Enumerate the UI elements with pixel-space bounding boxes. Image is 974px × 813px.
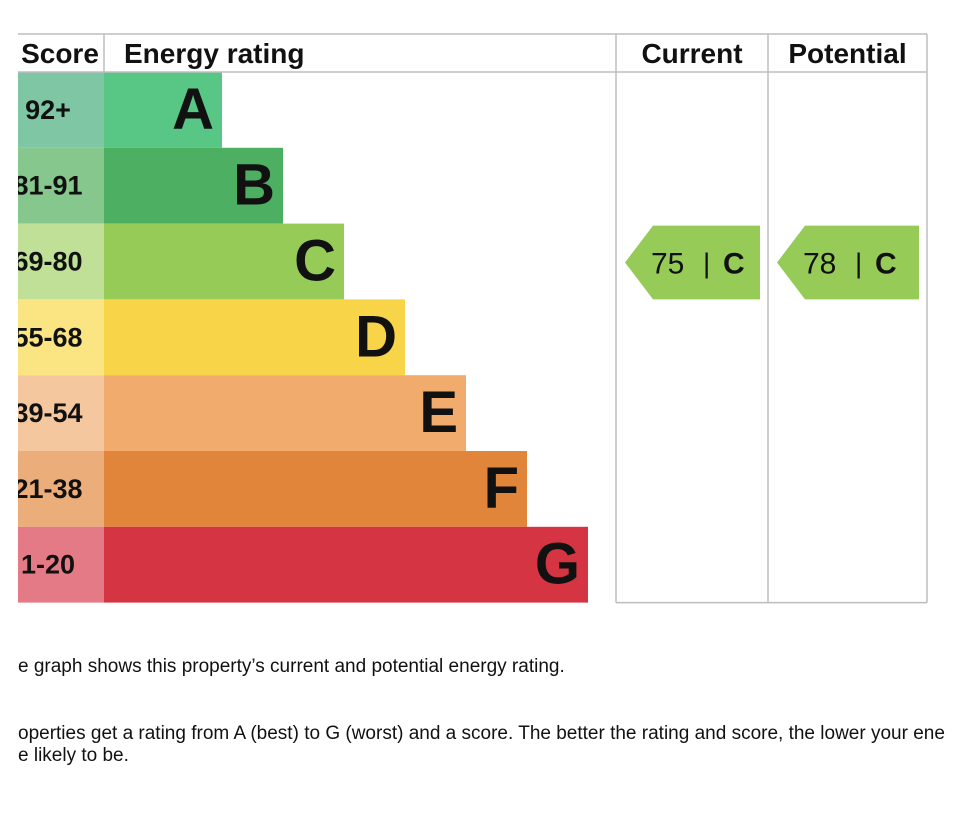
score-cell-g [18,526,104,603]
score-label-a: 92+ [25,95,71,125]
rating-explanation: operties get a rating from A (best) to G… [18,723,945,767]
score-cell-e [18,375,104,451]
band-letter-f: F [484,456,519,521]
band-bar-b [104,147,283,224]
band-bar-a [104,72,222,148]
header-score: Score [21,38,99,69]
band-bar-g [104,526,588,603]
band-bar-e [104,375,466,451]
score-label-e: 39-54 [13,398,82,428]
score-cell-c [18,223,104,300]
current-rating-score: 75 [651,248,684,281]
score-cell-b [18,147,104,224]
score-label-f: 21-38 [13,474,82,504]
header-potential: Potential [788,38,906,69]
potential-rating-score: 78 [803,248,836,281]
band-letter-b: B [233,153,275,218]
potential-rating-arrow [777,225,919,300]
score-label-d: 55-68 [13,322,82,352]
current-rating-separator: | [703,248,710,279]
rating-explanation-line-1: operties get a rating from A (best) to G… [18,723,945,744]
potential-rating-separator: | [855,248,862,279]
header-energy-rating: Energy rating [124,38,304,69]
header-current: Current [641,38,742,69]
band-letter-a: A [172,77,214,142]
left-edge-mask [0,34,18,603]
score-label-c: 69-80 [13,247,82,277]
band-letter-g: G [535,532,580,597]
band-bar-d [104,299,405,376]
header-left-mask [0,35,18,71]
band-letter-c: C [294,229,336,294]
band-bar-f [104,451,527,527]
score-cell-a [18,72,104,148]
chart-description: e graph shows this property’s current an… [18,656,565,677]
score-cell-f [18,451,104,527]
score-label-b: 81-91 [13,171,82,201]
score-cell-d [18,299,104,376]
band-bar-c [104,223,344,300]
band-letter-d: D [355,304,397,369]
rating-explanation-line-2: e likely to be. [18,745,129,766]
score-label-g: 1-20 [21,550,75,580]
band-letter-e: E [419,380,458,445]
current-rating-letter: C [723,248,745,281]
potential-rating-letter: C [875,248,897,281]
current-rating-arrow [625,225,760,300]
